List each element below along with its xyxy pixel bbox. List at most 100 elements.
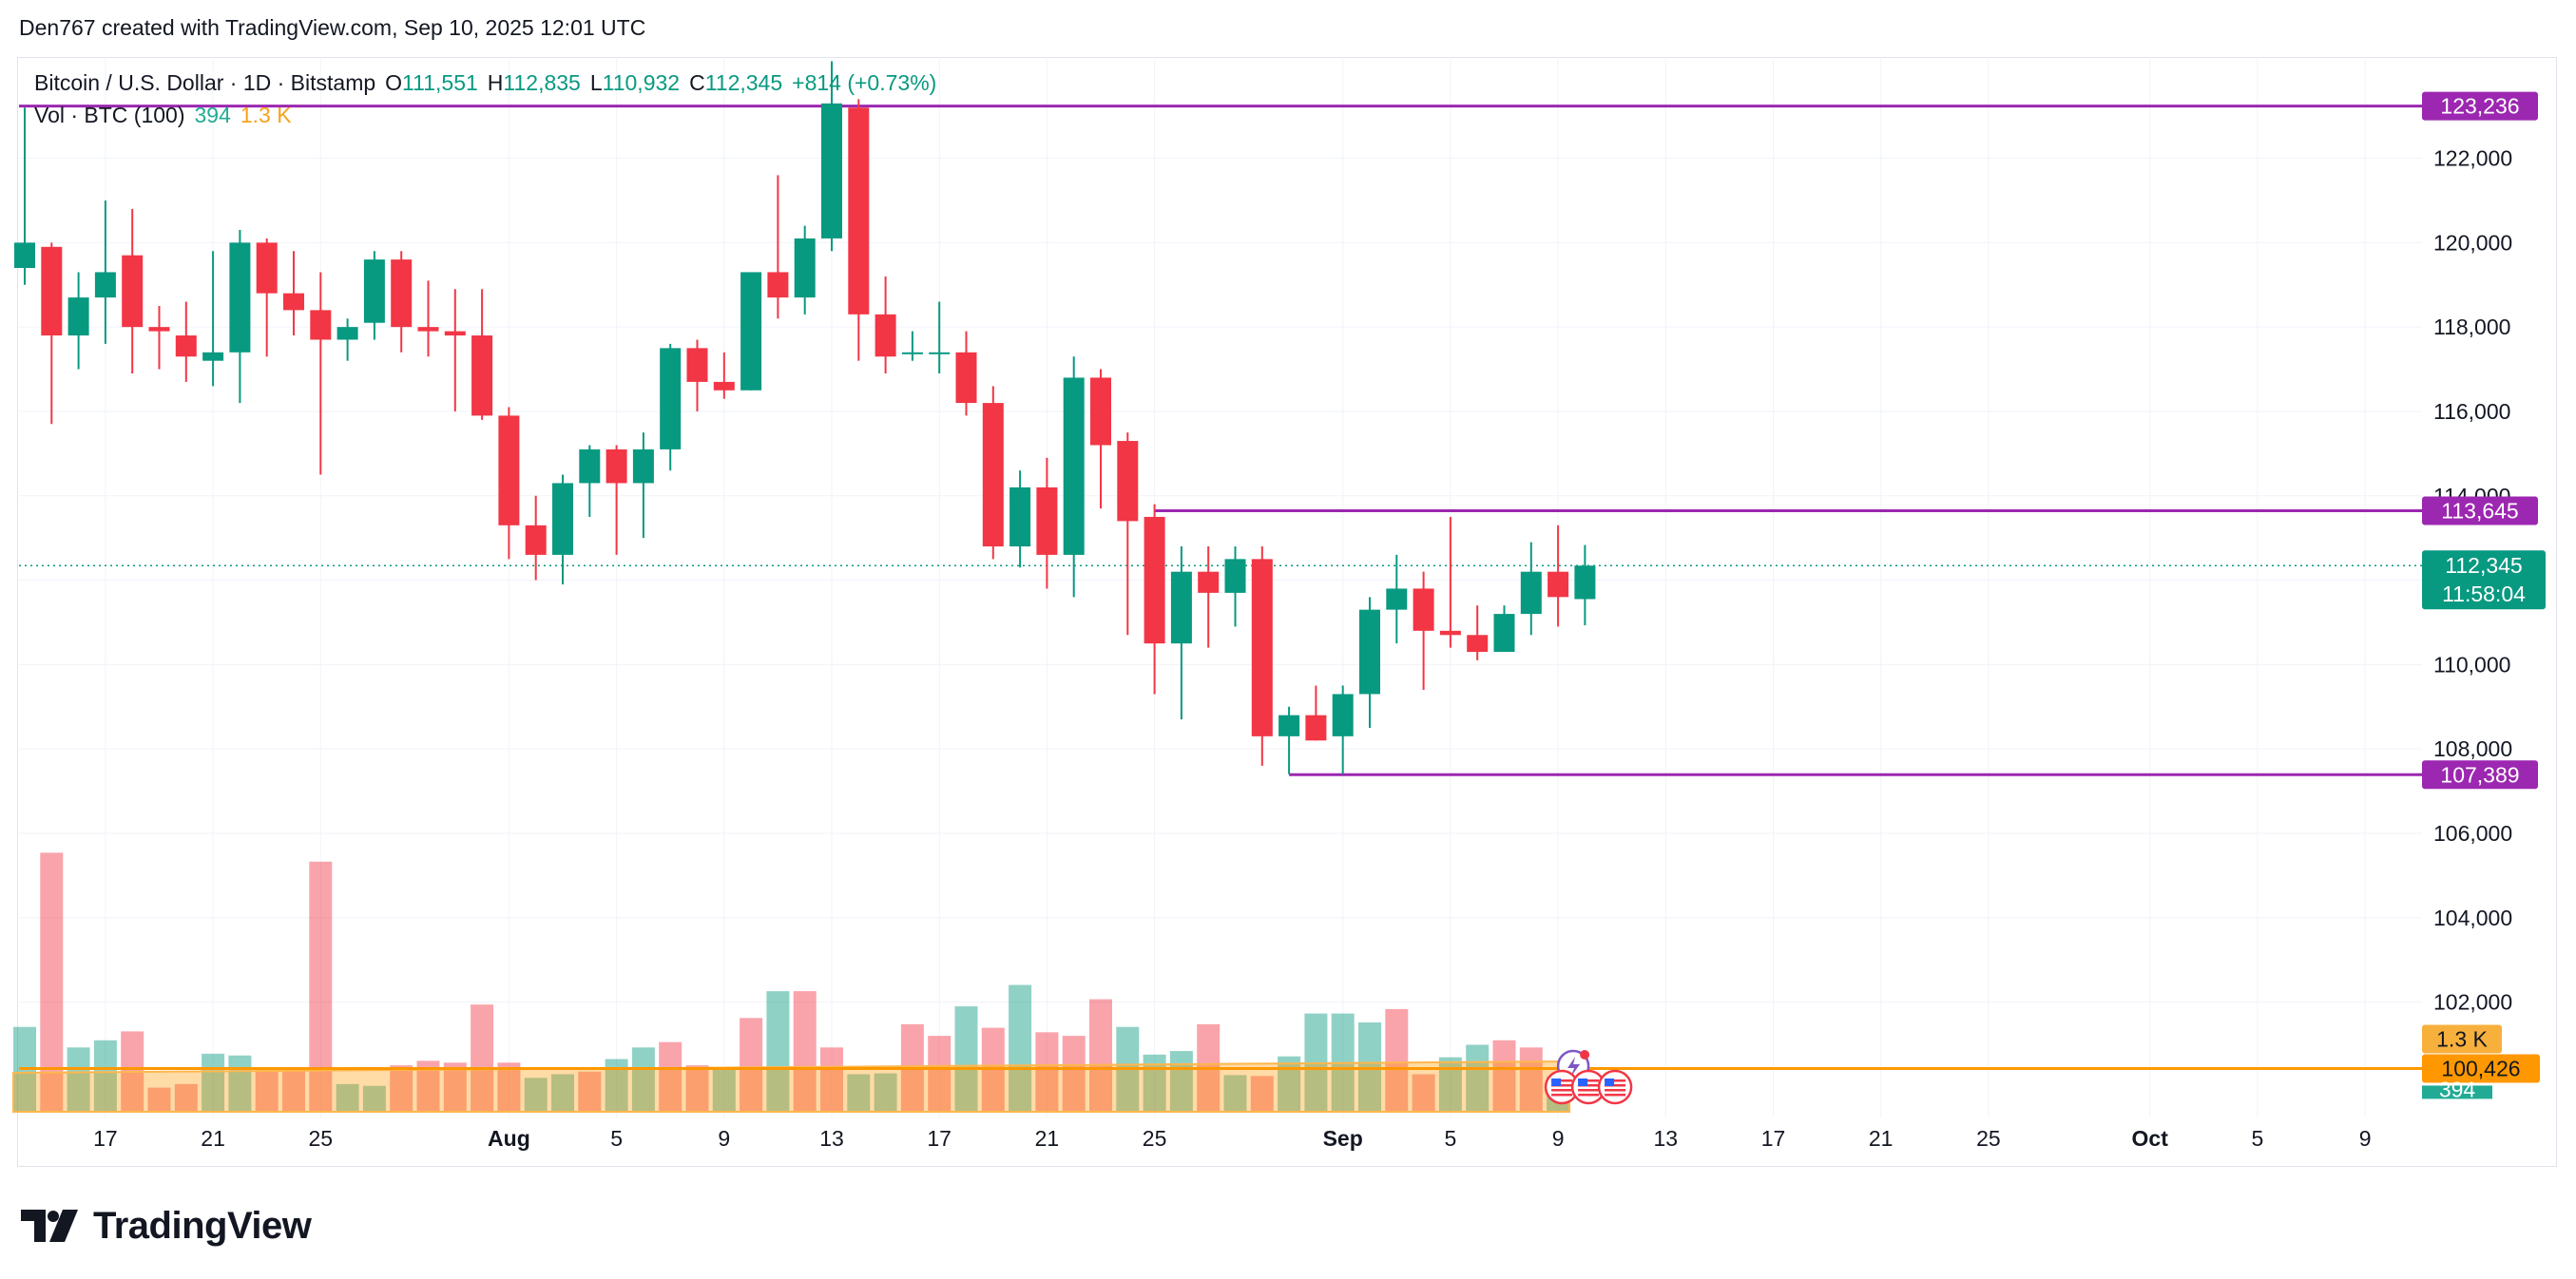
last-price-label: 112,345: [2445, 553, 2522, 578]
volume-bar: [202, 1053, 225, 1112]
candle-body[interactable]: [1520, 571, 1542, 615]
candle-body[interactable]: [875, 314, 896, 357]
candle-body[interactable]: [1224, 559, 1246, 593]
candle-body[interactable]: [498, 415, 520, 525]
candle-body[interactable]: [713, 381, 735, 391]
x-tick-label: 25: [309, 1126, 334, 1151]
last-price-tag: [2422, 550, 2546, 610]
candle-body[interactable]: [336, 327, 358, 340]
volume-bar: [793, 991, 817, 1112]
candle-body[interactable]: [444, 331, 466, 336]
volume-bar: [1089, 999, 1112, 1112]
candle-body[interactable]: [632, 449, 654, 484]
volume-bar: [93, 1040, 117, 1112]
candle-body[interactable]: [1574, 565, 1596, 600]
flag-stripe: [1551, 1094, 1573, 1097]
candle-body[interactable]: [14, 242, 35, 268]
chart-legend: Bitcoin / U.S. Dollar · 1D · Bitstamp O11…: [34, 67, 936, 131]
candle-body[interactable]: [848, 107, 870, 315]
candle-body[interactable]: [1413, 588, 1434, 631]
volume-bar: [1169, 1051, 1193, 1112]
event-markers[interactable]: [1544, 1049, 1633, 1105]
candle-body[interactable]: [579, 449, 601, 484]
candle-body[interactable]: [1359, 609, 1380, 695]
volume-bar: [847, 1074, 871, 1112]
x-tick-label: Aug: [488, 1126, 530, 1151]
candle-body[interactable]: [122, 255, 144, 328]
close-value: 112,345: [704, 70, 783, 95]
volume-bar: [1385, 1008, 1409, 1112]
candle-body[interactable]: [471, 335, 493, 416]
candle-body[interactable]: [1332, 694, 1354, 736]
candle-body[interactable]: [67, 297, 89, 336]
candle-body[interactable]: [1036, 487, 1058, 555]
candlesticks[interactable]: [14, 61, 1596, 774]
candle-body[interactable]: [94, 272, 116, 298]
candle-body[interactable]: [1493, 614, 1515, 653]
flag-canton: [1605, 1079, 1615, 1086]
candle-body[interactable]: [1251, 559, 1273, 736]
candle-body[interactable]: [1198, 571, 1220, 593]
candle-body[interactable]: [1305, 715, 1327, 741]
candle-body[interactable]: [1170, 571, 1192, 644]
volume-bar: [471, 1004, 494, 1112]
candle-body[interactable]: [1144, 516, 1165, 644]
candle-body[interactable]: [929, 352, 951, 354]
candle-body[interactable]: [148, 327, 170, 332]
candle-body[interactable]: [363, 259, 385, 323]
candle-body[interactable]: [767, 272, 789, 298]
candle-body[interactable]: [202, 352, 224, 361]
close-key: C: [689, 70, 705, 95]
candle-body[interactable]: [1439, 630, 1461, 636]
volume-bar: [497, 1062, 521, 1112]
candle-body[interactable]: [229, 242, 251, 353]
volume-bar: [362, 1085, 386, 1112]
y-tick-label: 110,000: [2433, 652, 2510, 677]
volume-bar: [228, 1055, 252, 1112]
candle-body[interactable]: [660, 348, 682, 449]
candle-body[interactable]: [1467, 635, 1489, 653]
candle-body[interactable]: [256, 242, 278, 294]
candle-body[interactable]: [1548, 571, 1569, 598]
volume-bar: [551, 1074, 574, 1112]
candle-body[interactable]: [175, 335, 197, 357]
flag-circle: [1597, 1069, 1633, 1105]
candle-body[interactable]: [391, 259, 413, 328]
chart-frame[interactable]: [17, 57, 2557, 1167]
volume-ma-area: [12, 1059, 1571, 1113]
candle-body[interactable]: [552, 483, 573, 555]
tradingview-brand[interactable]: TradingView: [21, 1205, 312, 1248]
candle-body[interactable]: [982, 403, 1004, 547]
candle-body[interactable]: [1278, 715, 1300, 736]
candle-body[interactable]: [821, 103, 842, 239]
candle-body[interactable]: [686, 348, 708, 382]
candle-body[interactable]: [1386, 588, 1408, 610]
volume-current-tag: [2422, 1085, 2492, 1099]
candle-body[interactable]: [283, 293, 304, 311]
x-tick-label: Sep: [1323, 1126, 1363, 1151]
candle-body[interactable]: [1009, 487, 1031, 547]
x-tick-label: Oct: [2132, 1126, 2169, 1151]
candle-body[interactable]: [901, 352, 923, 354]
candle-body[interactable]: [41, 246, 63, 336]
candle-body[interactable]: [1063, 377, 1085, 555]
symbol-title[interactable]: Bitcoin / U.S. Dollar · 1D · Bitstamp: [34, 70, 376, 95]
candle-body[interactable]: [310, 310, 332, 340]
candle-body[interactable]: [955, 352, 977, 404]
us-flag-icon[interactable]: [1597, 1069, 1633, 1105]
volume-title[interactable]: Vol · BTC (100): [34, 103, 185, 127]
candle-body[interactable]: [740, 272, 762, 391]
flag-stripe: [1605, 1079, 1626, 1082]
volume-bar: [928, 1036, 952, 1112]
horizontal-levels[interactable]: [19, 105, 2422, 1070]
volume-bar: [578, 1071, 602, 1112]
candle-body[interactable]: [1117, 441, 1139, 522]
candle-body[interactable]: [606, 449, 627, 484]
candle-body[interactable]: [794, 238, 816, 298]
level-tag: [2422, 760, 2538, 790]
change-value: +814 (+0.73%): [792, 70, 937, 95]
candle-body[interactable]: [1090, 377, 1111, 446]
candle-body[interactable]: [417, 327, 439, 332]
candle-body[interactable]: [525, 525, 547, 555]
